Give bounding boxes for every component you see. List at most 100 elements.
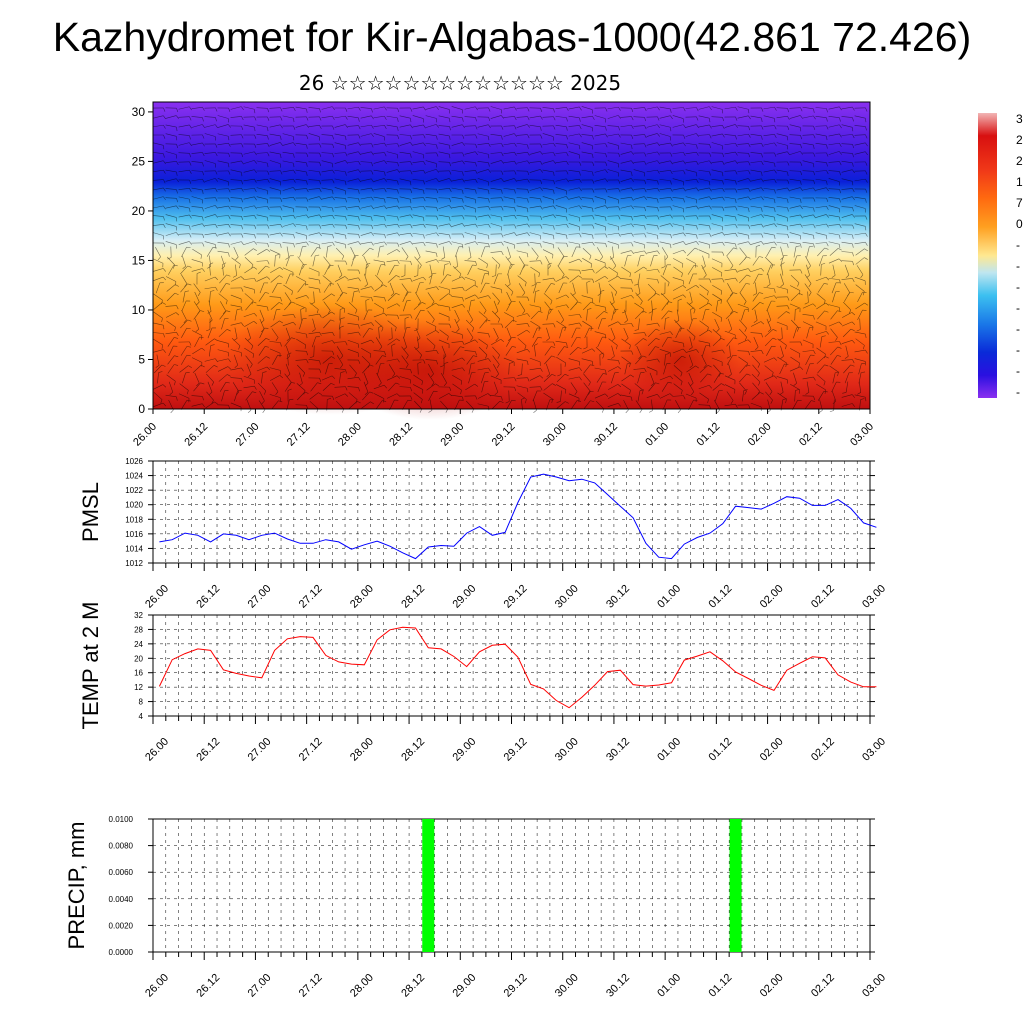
wind-barb-flag: [683, 232, 686, 237]
x-tick-label: 01.12: [707, 583, 735, 611]
wind-barb: [503, 142, 515, 146]
wind-barb: [167, 364, 175, 374]
wind-barb-flag: [771, 264, 774, 269]
wind-barb: [375, 337, 383, 347]
wind-barb: [321, 223, 333, 227]
wind-barb: [817, 391, 825, 401]
wind-barb-flag: [852, 359, 855, 364]
wind-barb: [282, 321, 294, 327]
wind-barb: [698, 134, 710, 136]
wind-barb: [763, 196, 775, 200]
wind-barb: [490, 106, 502, 110]
wind-barb: [741, 390, 745, 402]
wind-barb-flag: [839, 198, 841, 203]
wind-barb: [256, 178, 268, 182]
wind-barb: [711, 349, 723, 353]
wind-barb: [542, 223, 554, 227]
wind-barb: [542, 277, 554, 281]
wind-barb-flag: [186, 390, 189, 395]
wind-barb-flag: [579, 244, 581, 249]
wind-barb-flag: [823, 390, 828, 393]
wind-barb: [386, 115, 398, 119]
wind-barb: [506, 337, 512, 347]
wind-barb: [737, 170, 749, 172]
wind-barb: [427, 292, 435, 302]
wind-barb: [425, 169, 437, 173]
x-tick-label: 30.12: [592, 421, 620, 449]
wind-barb: [451, 169, 463, 173]
wind-barb: [204, 286, 216, 290]
wind-barb: [766, 247, 772, 257]
wind-barb-flag: [527, 152, 530, 156]
wind-barb: [777, 392, 787, 400]
wind-barb: [399, 142, 411, 146]
wind-barb-flag: [527, 216, 529, 221]
wind-barb-flag: [656, 293, 660, 296]
wind-barb: [178, 124, 190, 128]
x-tick-label: 02.00: [758, 736, 786, 764]
wind-barb: [581, 197, 593, 199]
wind-barb: [750, 115, 762, 119]
wind-barb: [464, 294, 476, 300]
wind-barb: [503, 125, 515, 127]
wind-barb-flag: [748, 188, 751, 193]
wind-barb: [454, 246, 460, 258]
wind-barb-flag: [579, 125, 582, 130]
wind-barb-flag: [462, 152, 465, 157]
wind-barb-flag: [202, 403, 205, 408]
wind-barb: [751, 373, 761, 383]
wind-barb: [841, 359, 853, 361]
wind-barb: [243, 178, 255, 182]
wind-barb: [815, 214, 827, 218]
wind-barb-flag: [839, 124, 842, 129]
wind-barb-flag: [583, 347, 588, 350]
wind-barb: [755, 282, 757, 294]
wind-barb-flag: [774, 134, 777, 139]
wind-barb: [543, 293, 553, 301]
wind-barb-flag: [462, 223, 465, 227]
wind-barb: [503, 196, 515, 200]
wind-barb-flag: [355, 309, 358, 314]
wind-barb: [308, 124, 320, 128]
wind-barb: [451, 160, 463, 164]
wind-barb: [646, 187, 658, 191]
wind-barb-flag: [162, 384, 167, 388]
wind-barb-flag: [566, 178, 569, 183]
wind-barb: [269, 296, 281, 298]
wind-barb: [334, 178, 346, 182]
wind-barb: [347, 322, 359, 326]
wind-barb-flag: [227, 366, 232, 370]
wind-barb: [789, 107, 801, 109]
wind-barb: [633, 107, 645, 109]
wind-barb-flag: [332, 196, 335, 201]
wind-barb-flag: [241, 287, 244, 292]
wind-barb: [832, 372, 836, 384]
wind-barb-flag: [410, 369, 412, 374]
wind-barb: [386, 188, 398, 190]
wind-barb: [507, 246, 511, 258]
wind-barb-flag: [306, 334, 308, 339]
wind-barb-flag: [462, 117, 464, 122]
wind-barb-flag: [319, 232, 322, 237]
wind-barb-flag: [358, 269, 361, 274]
wind-barb: [231, 257, 241, 265]
wind-barb: [789, 205, 801, 209]
wind-barb-flag: [509, 265, 513, 269]
wind-barb: [438, 142, 450, 146]
wind-barb-flag: [527, 360, 529, 366]
wind-barb-flag: [285, 257, 290, 260]
wind-barb-flag: [157, 256, 161, 261]
wind-barb: [230, 367, 242, 371]
wind-barb-flag: [461, 276, 466, 280]
wind-barb: [845, 345, 849, 357]
wind-barb: [468, 246, 472, 258]
wind-barb-flag: [813, 243, 815, 248]
wind-barb: [715, 300, 719, 312]
wind-barb-flag: [254, 143, 257, 148]
wind-barb: [624, 255, 628, 267]
wind-barb-flag: [312, 329, 316, 332]
wind-barb-flag: [184, 283, 188, 288]
wind-barb: [191, 152, 203, 154]
wind-barb: [556, 356, 566, 364]
wind-barb-flag: [735, 206, 738, 211]
